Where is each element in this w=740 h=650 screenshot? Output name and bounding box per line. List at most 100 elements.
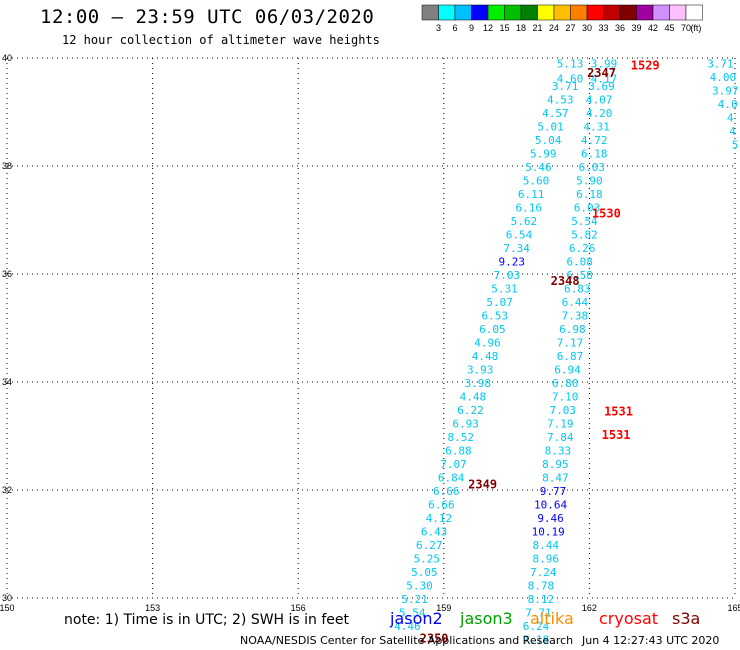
- wave-height-value: 5.21: [401, 593, 428, 606]
- pass-time-label: 1531: [602, 428, 631, 442]
- wave-height-value: 4.31: [583, 121, 610, 134]
- wave-height-value: 6.03: [574, 202, 601, 215]
- colorbar-label: 18: [516, 23, 526, 33]
- wave-height-value: 7.71: [525, 607, 552, 620]
- wave-height-value: 5.90: [576, 175, 603, 188]
- wave-height-value: 6.58: [566, 269, 593, 282]
- wave-height-value: 8.95: [542, 458, 569, 471]
- lat-tick-label: 38: [2, 161, 12, 171]
- colorbar-label: 33: [598, 23, 608, 33]
- wave-height-value: 7.07: [440, 458, 467, 471]
- colorbar-label: 24: [549, 23, 559, 33]
- pass-time-label: 1529: [631, 59, 660, 73]
- generated-timestamp: Jun 4 12:27:43 UTC 2020: [582, 634, 720, 647]
- wave-height-value: 8.52: [448, 431, 475, 444]
- wave-height-value: 6.05: [479, 323, 506, 336]
- wave-height-value: 5.54: [571, 215, 598, 228]
- wave-height-value: 5.07: [486, 296, 513, 309]
- wave-height-value: 6.43: [421, 526, 448, 539]
- wave-height-value: 6.03: [579, 161, 606, 174]
- colorbar-label: (ft): [690, 23, 701, 33]
- wave-height-value: 3.98: [465, 377, 492, 390]
- wave-height-value: 4.57: [542, 107, 569, 120]
- wave-height-value: 7.03: [549, 404, 576, 417]
- wave-height-value: 5.30: [406, 580, 433, 593]
- colorbar-label: 6: [452, 23, 457, 33]
- legend-jason2: jason2: [390, 609, 443, 628]
- legend-jason3: jason3: [460, 609, 513, 628]
- wave-height-value: 6.11: [518, 188, 545, 201]
- wave-height-value: 5.31: [491, 283, 518, 296]
- wave-height-colorbar: 3 6 9 12 15 18 21 24 27 30 33 36 39 42 45 70 (ft): [421, 4, 703, 33]
- wave-height-value: 7.19: [547, 418, 574, 431]
- legend-s3a: s3a: [672, 609, 701, 628]
- wave-height-value: 4.07: [586, 94, 613, 107]
- lat-tick-label: 32: [2, 485, 12, 495]
- wave-height-value: 6.24: [523, 620, 550, 633]
- wave-height-value: 8.12: [528, 593, 555, 606]
- wave-height-value: 5: [732, 138, 739, 151]
- wave-height-value: 5.05: [411, 566, 438, 579]
- wave-height-value: 9.23: [498, 256, 525, 269]
- pass-time-label: 2349: [468, 478, 497, 492]
- wave-height-value: 6.53: [482, 310, 509, 323]
- wave-height-value: 8.33: [545, 445, 572, 458]
- wave-height-value: 6.88: [445, 445, 472, 458]
- wave-height-value: 5.46: [525, 161, 552, 174]
- wave-height-value: 6.84: [438, 472, 465, 485]
- wave-height-value: 6.44: [562, 296, 589, 309]
- wave-height-value: 4.48: [460, 391, 487, 404]
- wave-height-value: 5.04: [535, 134, 562, 147]
- wave-height-value: 4: [729, 125, 736, 138]
- wave-height-value: 4.0: [718, 98, 738, 111]
- colorbar-label: 42: [648, 23, 658, 33]
- wave-height-value: 3.97: [712, 84, 739, 97]
- colorbar-label: 70: [681, 23, 691, 33]
- colorbar-label: 27: [565, 23, 575, 33]
- wave-height-value: 5.99: [530, 148, 557, 161]
- wave-height-value: 6.87: [557, 350, 584, 363]
- colorbar-label: 36: [615, 23, 625, 33]
- wave-height-value: 6.18: [576, 188, 603, 201]
- wave-height-value: 6.83: [564, 283, 591, 296]
- wave-height-value: 5.54: [399, 607, 426, 620]
- wave-height-value: 7.34: [503, 242, 530, 255]
- wave-height-value: 3.71: [707, 57, 734, 70]
- lon-tick-label: 153: [145, 603, 160, 613]
- page-title: 12:00 — 23:59 UTC 06/03/2020: [40, 6, 375, 28]
- wave-height-value: 5.13: [557, 57, 584, 70]
- wave-height-value: 10.19: [532, 526, 565, 539]
- wave-height-value: 5.01: [537, 121, 564, 134]
- wave-height-value: 6.93: [452, 418, 479, 431]
- wave-height-value: 3.99: [591, 57, 618, 70]
- wave-height-value: 3.69: [588, 80, 615, 93]
- wave-height-value: 7.03: [494, 269, 521, 282]
- colorbar-label: 30: [582, 23, 592, 33]
- lon-tick-label: 150: [0, 603, 15, 613]
- units-note: note: 1) Time is in UTC; 2) SWH is in fe…: [64, 612, 350, 628]
- colorbar-label: 9: [469, 23, 474, 33]
- pass-time-label: 1531: [604, 405, 633, 419]
- pass-time-label: 2347: [587, 66, 616, 80]
- wave-height-value: 6.08: [566, 256, 593, 269]
- wave-height-value: 9.46: [537, 512, 564, 525]
- wave-height-value: 8.47: [542, 472, 569, 485]
- wave-height-value: 7.18: [523, 634, 550, 647]
- wave-height-value: 8.78: [528, 580, 555, 593]
- wave-height-value: 6.26: [569, 242, 596, 255]
- wave-height-value: 6.66: [433, 485, 460, 498]
- wave-height-value: 4.72: [581, 134, 608, 147]
- wave-height-value: 6.98: [559, 323, 586, 336]
- wave-height-value: 4.20: [586, 107, 613, 120]
- lat-tick-label: 40: [2, 53, 12, 63]
- credit-line: NOAA/NESDIS Center for Satellite Applica…: [240, 634, 574, 647]
- wave-height-value: 8.96: [532, 553, 559, 566]
- wave-height-value: 7.10: [552, 391, 579, 404]
- wave-height-value: 4.96: [474, 337, 501, 350]
- wave-height-value: 4.46: [394, 620, 421, 633]
- wave-height-value: 5.60: [523, 175, 550, 188]
- colorbar-label: 3: [436, 23, 441, 33]
- wave-height-value: 6.22: [457, 404, 484, 417]
- wave-height-value: 8.44: [532, 539, 559, 552]
